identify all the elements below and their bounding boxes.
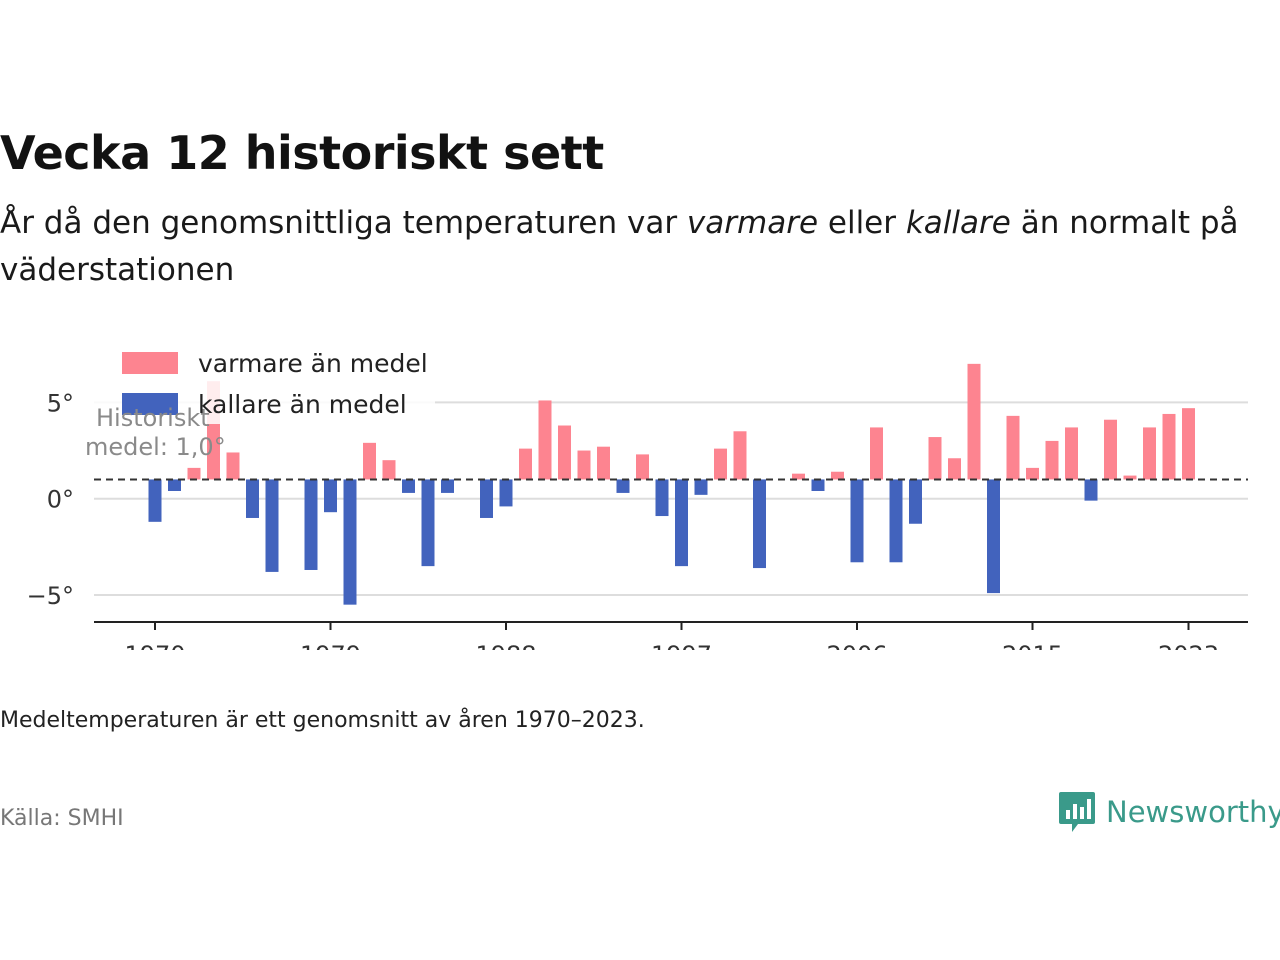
chart-subtitle: År då den genomsnittliga temperaturen va… xyxy=(0,200,1240,294)
bar-1970 xyxy=(148,479,162,522)
bar-1976 xyxy=(265,479,279,572)
bar-2021 xyxy=(1143,427,1156,480)
x-tick-label: 1997 xyxy=(651,641,712,650)
chart-title: Vecka 12 historiskt sett xyxy=(0,126,604,180)
subtitle-part2: eller xyxy=(818,205,906,241)
bar-2008 xyxy=(889,479,903,563)
bar-2006 xyxy=(850,479,864,563)
bar-1989 xyxy=(519,448,532,480)
subtitle-cold-word: kallare xyxy=(905,205,1011,241)
bar-2017 xyxy=(1065,427,1078,480)
y-tick-label: −5° xyxy=(27,582,74,610)
x-tick-label: 2015 xyxy=(1002,641,1063,650)
bar-1985 xyxy=(441,479,454,493)
bar-1995 xyxy=(636,454,649,480)
subtitle-part3: än normalt på väderstationen xyxy=(0,205,1239,288)
bar-2016 xyxy=(1045,440,1059,480)
bar-1982 xyxy=(382,460,396,480)
legend-cold-label: kallare än medel xyxy=(198,390,407,419)
bar-2007 xyxy=(870,427,883,480)
bar-2014 xyxy=(1006,415,1020,480)
bar-1983 xyxy=(402,479,415,493)
newsworthy-logo-icon xyxy=(1059,792,1095,832)
source-text: Källa: SMHI xyxy=(0,806,124,831)
bar-2005 xyxy=(831,471,844,480)
bar-2012 xyxy=(967,363,981,480)
legend-cold-swatch xyxy=(122,393,178,415)
bar-1998 xyxy=(694,479,708,495)
bar-2020 xyxy=(1123,475,1137,480)
bar-2023 xyxy=(1182,408,1195,480)
bar-2009 xyxy=(909,479,922,524)
bar-layer xyxy=(148,363,1195,605)
bar-1980 xyxy=(343,479,357,605)
bar-1990 xyxy=(538,400,552,480)
mean-annotation: Historiskt medel: 1,0° xyxy=(85,404,226,461)
x-tick-label: 1970 xyxy=(124,641,185,650)
bar-1999 xyxy=(714,448,727,480)
subtitle-part1: År då den genomsnittliga temperaturen va… xyxy=(0,205,687,241)
bar-1974 xyxy=(226,452,240,480)
bar-1972 xyxy=(187,467,201,480)
bar-1993 xyxy=(597,446,610,480)
bar-2000 xyxy=(733,431,747,480)
axis-layer: −5° 0° 5° 1970 1979 1988 1997 2006 2015 2023 xyxy=(27,389,1248,650)
y-tick-label: 0° xyxy=(47,486,74,514)
bar-chart: −5° 0° 5° 1970 1979 1988 1997 2006 2015 2023 varm… xyxy=(27,340,1248,650)
legend-warm-swatch xyxy=(122,352,178,374)
bar-1987 xyxy=(480,479,493,518)
bar-2015 xyxy=(1026,467,1039,480)
x-tick-label: 2006 xyxy=(826,641,887,650)
bar-1992 xyxy=(577,450,591,480)
footnote: Medeltemperaturen är ett genomsnitt av å… xyxy=(0,708,645,733)
bar-1984 xyxy=(421,479,435,567)
bar-2013 xyxy=(987,479,1000,594)
x-tick-label: 1988 xyxy=(475,641,536,650)
y-tick-label: 5° xyxy=(47,389,74,417)
legend-warm-label: varmare än medel xyxy=(198,349,428,378)
bar-2003 xyxy=(792,473,805,480)
x-tick-label: 1979 xyxy=(300,641,361,650)
bar-1997 xyxy=(675,479,688,567)
bar-2010 xyxy=(928,437,942,480)
bar-1975 xyxy=(246,479,259,518)
bar-2011 xyxy=(948,458,961,480)
bar-2018 xyxy=(1084,479,1098,501)
bar-2004 xyxy=(811,479,825,491)
bar-2022 xyxy=(1162,413,1176,480)
bar-1971 xyxy=(168,479,181,491)
bar-1988 xyxy=(499,479,513,507)
bar-1991 xyxy=(558,425,571,480)
newsworthy-logo[interactable]: Newsworthy xyxy=(1058,790,1280,834)
bar-2019 xyxy=(1104,419,1117,480)
mean-label-line1: Historiskt xyxy=(96,404,210,432)
bar-1978 xyxy=(304,479,318,570)
x-tick-label: 2023 xyxy=(1158,641,1219,650)
logo-text: Newsworthy xyxy=(1106,795,1280,829)
bar-1979 xyxy=(324,479,337,513)
subtitle-warm-word: varmare xyxy=(686,205,819,241)
bar-2001 xyxy=(753,479,766,569)
legend: varmare än medel kallare än medel xyxy=(90,340,435,424)
bar-1981 xyxy=(363,442,376,480)
mean-label-line2: medel: 1,0° xyxy=(85,433,226,461)
bar-1994 xyxy=(616,479,630,493)
bar-1996 xyxy=(655,479,669,517)
